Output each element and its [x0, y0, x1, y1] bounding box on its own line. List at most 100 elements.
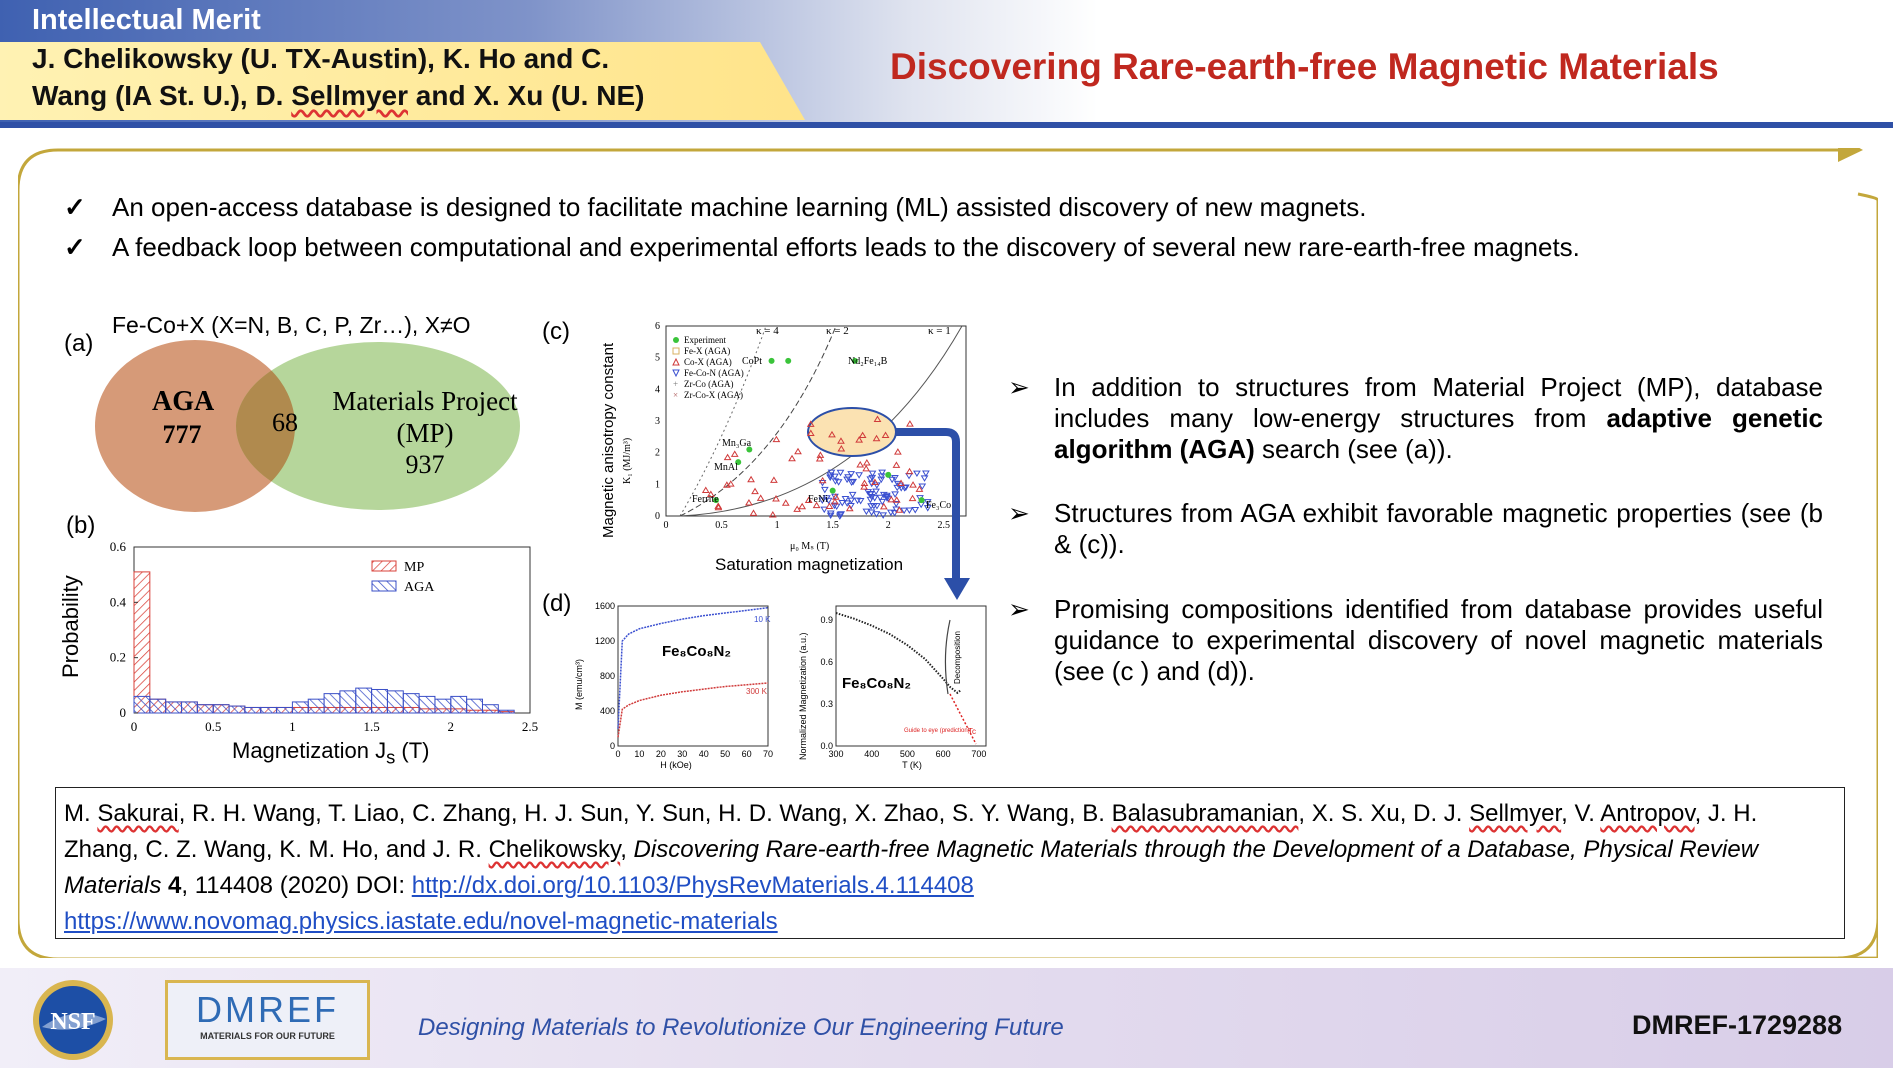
citation-box: M. Sakurai, R. H. Wang, T. Liao, C. Zhan…: [55, 787, 1845, 939]
legend-aga-text: AGA: [404, 580, 435, 595]
scatter-point-feco-n: [826, 510, 835, 517]
callout-arrow-stem: [896, 428, 960, 578]
guide-label: Guide to eye (prediction): [904, 728, 970, 734]
scatter-point-feco-n: [848, 491, 857, 499]
scatter-point-cox: [873, 415, 882, 422]
mt-frame: [835, 605, 987, 747]
doi-link[interactable]: http://dx.doi.org/10.1103/PhysRevMateria…: [411, 872, 974, 899]
scatter-point-cox: [730, 450, 739, 457]
scatter-point-cox: [812, 501, 821, 509]
scatter-point-feco-n: [843, 500, 852, 507]
scatter-point-feco-n: [920, 475, 929, 482]
scatter-point-cox: [908, 494, 917, 502]
scatter-point-cox: [871, 478, 879, 485]
scatter-point-feco-n: [890, 510, 899, 517]
authors-line-2: Wang (IA St. U.), D. Sellmyer and X. Xu …: [32, 77, 772, 114]
scatter-point-feco-n: [834, 479, 843, 486]
point-1-part-b: search (see (a)).: [1254, 434, 1453, 464]
cite-text: , 114408 (2020) DOI:: [181, 872, 412, 899]
scatter-point-cox: [858, 431, 867, 439]
nsf-logo: NSF: [33, 980, 113, 1060]
authors: J. Chelikowsky (U. TX-Austin), K. Ho and…: [32, 40, 772, 114]
hist-ylabel: Probability: [58, 575, 83, 678]
legend-zrcox: Zr-Co-X (AGA): [684, 390, 743, 400]
ann-ferrite: Ferrite: [692, 494, 719, 505]
section-label: Intellectual Merit: [32, 4, 261, 36]
scatter-point-feco-n: [911, 507, 920, 514]
mt-xtick: 300: [828, 749, 843, 759]
mt-xtick: 700: [971, 749, 986, 759]
scatter-point-cox: [887, 495, 896, 503]
hist-ytick: 0.2: [110, 650, 126, 665]
legend-mp-swatch: [371, 560, 397, 572]
hist-frame: [133, 546, 531, 714]
bullet-1-text: An open-access database is designed to f…: [112, 192, 1367, 222]
mt-ytick: 0.3: [820, 699, 833, 709]
cite-text: , J. H. Zhang, C. Z. Wang, K. M. Ho, and…: [64, 800, 1758, 863]
scatter-point-cox: [855, 436, 864, 443]
scatter-point-cox: [881, 431, 890, 439]
hist-ytick: 0: [120, 705, 127, 720]
hist-bar-aga: [466, 698, 483, 714]
legend-cox: Co-X (AGA): [684, 357, 732, 367]
scatter-point-feco-n: [847, 497, 856, 505]
scatter-point-feco-n: [830, 502, 839, 510]
scatter-point-feco-n: [867, 509, 876, 516]
legend-feco-n: Fe-Co-N (AGA): [684, 368, 744, 378]
scatter-point-cox: [845, 504, 854, 512]
hist-bar-aga: [371, 688, 388, 714]
point-1-text: In addition to structures from Material …: [1054, 372, 1823, 465]
cite-name: Sellmyer: [1469, 800, 1562, 827]
mh-xtick: 30: [677, 749, 687, 759]
scatter-point-cox: [856, 461, 865, 468]
fig-c-label: (c): [542, 318, 570, 345]
mh-chart: 0 10 20 30 40 50 60 70 0 400 800 1200 1600 10 K 300 …: [595, 601, 773, 770]
venn-mp-circle: [236, 342, 520, 510]
fig-d-label: (d): [542, 590, 572, 617]
scatter-xtick: 0: [664, 520, 669, 531]
ann-fe3co: Fe₃Co: [926, 500, 951, 511]
scatter-point-cox: [804, 496, 813, 503]
hist-ytick: 0.4: [110, 594, 127, 609]
mh-xtick: 20: [656, 749, 666, 759]
scatter-point-cox: [825, 502, 834, 509]
mh-xtick: 60: [742, 749, 752, 759]
scatter-point-cox: [879, 502, 888, 510]
cite-name: Sakurai: [97, 800, 179, 827]
cite-volume: 4: [168, 872, 182, 899]
scatter-point-feco-n: [900, 507, 908, 515]
hist-xlabel: Magnetization Js (T): [232, 738, 429, 768]
scatter-chart: 0 0.5 1 1.5 2 2.5 0 1 2 3 4 5 6 κ = 4 κ = 2 κ = 1 Ex…: [655, 321, 967, 578]
venn-aga-count: 777: [162, 420, 202, 449]
scatter-point-cox: [815, 455, 824, 462]
venn-mp-label: Materials Project: [332, 386, 518, 416]
hist-xtick: 1.5: [363, 719, 379, 734]
dmref-logo-text: DMREF: [196, 989, 339, 1030]
scatter-point-cox: [906, 420, 914, 427]
scatter-point-cox: [749, 509, 758, 516]
hist-bar-aga: [418, 695, 436, 714]
scatter-point-feco-n: [922, 470, 930, 477]
scatter-point-cox: [837, 437, 845, 444]
scatter-point-feco-n: [843, 476, 851, 484]
website-link[interactable]: https://www.novomag.physics.iastate.edu/…: [64, 908, 778, 935]
scatter-point-experiment: [829, 487, 836, 494]
scatter-point-feco-n: [836, 469, 845, 477]
scatter-point-feco-n: [879, 512, 888, 519]
scatter-point-feco-n: [901, 484, 910, 492]
scatter-point-cox: [892, 496, 901, 503]
scatter-xlabel2: μ₀ Mₛ (T): [790, 541, 830, 552]
scatter-point-cox: [893, 448, 902, 455]
scatter-point-feco-n: [847, 471, 856, 478]
venn-aga-circle: [95, 340, 295, 512]
scatter-point-cox: [772, 495, 780, 502]
scatter-point-cox: [781, 499, 790, 506]
scatter-point-cox: [862, 464, 871, 472]
mh-ytick: 800: [600, 671, 615, 681]
scatter-point-cox: [751, 487, 759, 495]
scatter-point-feco-n: [878, 469, 887, 477]
scatter-point-cox: [892, 461, 901, 468]
scatter-point-cox: [860, 479, 869, 486]
mt-chart: 300 400 500 600 700 0.0 0.3 0.6 0.9 Decompositio…: [820, 605, 987, 770]
hist-bar-mp: [133, 571, 151, 714]
